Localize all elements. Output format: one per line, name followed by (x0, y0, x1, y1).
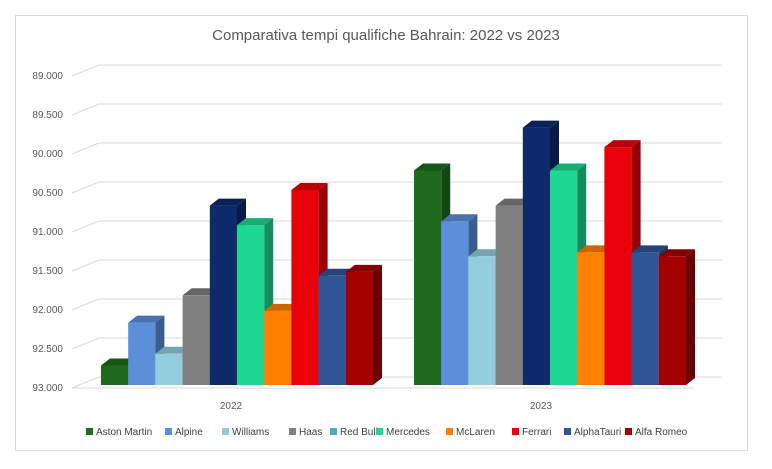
legend-label: AlphaTauri (574, 427, 621, 438)
bar-top (550, 163, 587, 171)
bar (237, 225, 265, 385)
legend-swatch (222, 428, 229, 435)
y-tick-label: 92.500 (32, 344, 63, 355)
bar (441, 221, 469, 385)
bar (604, 147, 632, 385)
bar (264, 310, 292, 385)
bar-top (101, 358, 138, 366)
gridline-depth (71, 259, 100, 272)
legend-label: McLaren (456, 427, 495, 438)
legend-swatch (625, 428, 632, 435)
gridline-depth (71, 220, 100, 233)
legend-swatch (512, 428, 519, 435)
bar-side (373, 264, 382, 385)
bar (155, 353, 183, 385)
bar (291, 190, 319, 385)
legend-swatch (564, 428, 571, 435)
y-tick-label: 90.000 (32, 149, 63, 160)
y-tick-label: 90.500 (32, 188, 63, 199)
bar-top (631, 245, 668, 253)
gridline-depth (71, 298, 100, 311)
bar (522, 127, 550, 385)
chart-title: Comparativa tempi qualifiche Bahrain: 20… (212, 27, 560, 44)
bar-top (604, 140, 641, 148)
gridline-depth (71, 181, 100, 194)
bar (658, 256, 686, 385)
bar-top (155, 346, 192, 354)
legend-label: Alpine (175, 427, 203, 438)
bar (577, 252, 605, 385)
legend-label: Williams (232, 427, 269, 438)
legend-swatch (289, 428, 296, 435)
legend-swatch (446, 428, 453, 435)
x-category-label: 2023 (530, 401, 553, 412)
bar-top (495, 198, 532, 206)
y-tick-label: 89.500 (32, 110, 63, 121)
gridline-depth (71, 103, 100, 116)
bar (468, 256, 496, 385)
legend-label: Haas (299, 427, 322, 438)
bar-top (237, 218, 274, 226)
bar-top (291, 183, 328, 190)
bar-top (658, 249, 695, 257)
bar-top (318, 268, 355, 276)
bar (318, 275, 346, 385)
bar (101, 365, 129, 385)
y-tick-label: 89.000 (32, 71, 63, 82)
bar-side (686, 249, 695, 385)
y-tick-label: 91.000 (32, 227, 63, 238)
x-category-label: 2022 (220, 401, 243, 412)
bar-top (577, 245, 614, 253)
legend-swatch (86, 428, 93, 435)
bar-top (414, 163, 451, 171)
legend-label: Aston Martin (96, 427, 152, 438)
y-tick-label: 91.500 (32, 266, 63, 277)
bar (345, 271, 373, 385)
gridline-depth (71, 142, 100, 155)
bar (631, 252, 659, 385)
legend-swatch (165, 428, 172, 435)
legend-label: Mercedes (386, 427, 430, 438)
bar-top (441, 214, 478, 222)
legend-swatch (330, 428, 337, 435)
bar-top (209, 198, 246, 206)
bar (414, 170, 442, 385)
floor-edge (71, 376, 100, 389)
legend-label: Ferrari (522, 427, 551, 438)
y-tick-label: 92.000 (32, 305, 63, 316)
legend-label: Alfa Romeo (635, 427, 688, 438)
bar (209, 205, 237, 385)
bar (550, 170, 578, 385)
bar (182, 295, 210, 385)
bar-top (182, 288, 219, 296)
bar-top (522, 120, 559, 128)
bar (128, 322, 156, 385)
bar-top (345, 264, 382, 272)
gridline-depth (71, 64, 100, 77)
bar-top (264, 303, 301, 311)
legend-swatch (376, 428, 383, 435)
legend-label: Red Bull (340, 427, 378, 438)
bar-top (468, 249, 505, 257)
gridline-depth (71, 337, 100, 350)
bar (495, 205, 523, 385)
bar-top (128, 315, 165, 323)
y-tick-label: 93.000 (32, 383, 63, 394)
